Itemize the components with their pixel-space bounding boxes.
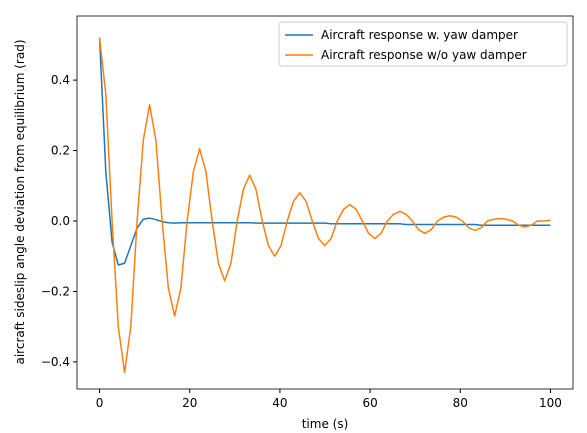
- y-tick-label: −0.4: [41, 355, 70, 369]
- x-tick-label: 40: [272, 396, 287, 410]
- y-tick-label: 0.4: [51, 73, 70, 87]
- legend-label: Aircraft response w. yaw damper: [321, 28, 518, 42]
- legend-label: Aircraft response w/o yaw damper: [321, 48, 527, 62]
- x-tick-label: 20: [182, 396, 197, 410]
- plot-area: [77, 16, 573, 389]
- y-tick-label: 0.0: [51, 214, 70, 228]
- x-axis-label: time (s): [302, 417, 349, 431]
- x-tick-label: 60: [362, 396, 377, 410]
- y-tick-label: 0.2: [51, 144, 70, 158]
- axes-frame: [76, 15, 574, 390]
- y-tick-label: −0.2: [41, 284, 70, 298]
- line-series: [98, 37, 551, 266]
- legend-box: [278, 21, 568, 67]
- line-series: [98, 37, 551, 374]
- y-axis-label: aircraft sideslip angle deviation from e…: [13, 39, 27, 364]
- x-tick-label: 100: [539, 396, 562, 410]
- x-tick-label: 0: [96, 396, 104, 410]
- x-tick-label: 80: [453, 396, 468, 410]
